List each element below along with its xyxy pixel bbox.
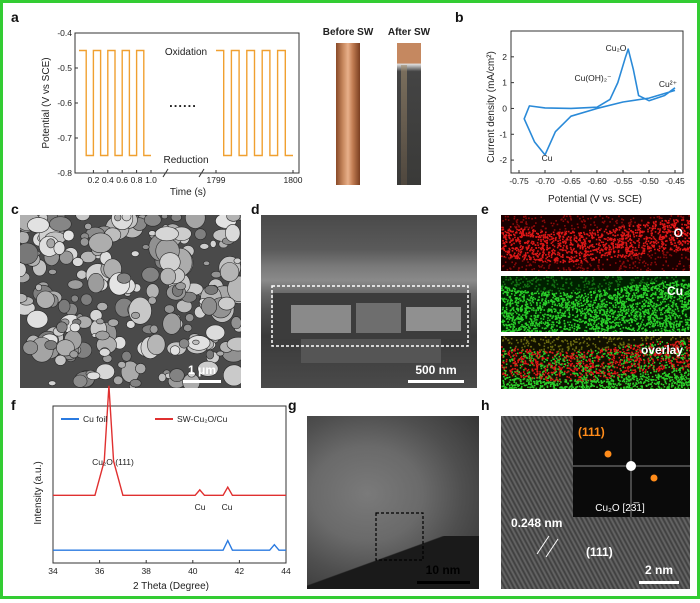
figure: a b c d e f g h -0.4-0.5-0.6-0.7-0.80.20…: [0, 0, 700, 599]
